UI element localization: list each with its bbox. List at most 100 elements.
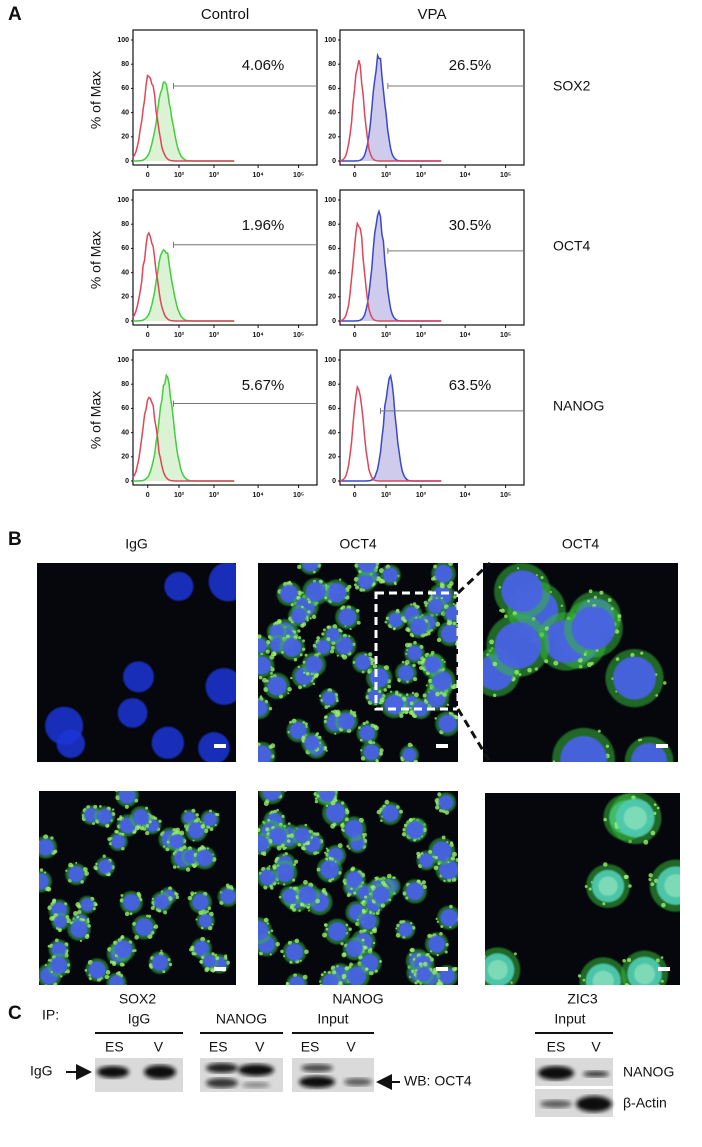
speckle <box>304 722 308 726</box>
speckle <box>160 949 163 952</box>
speckle <box>137 893 142 898</box>
speckle <box>84 871 90 876</box>
speckle <box>516 567 520 570</box>
speckle <box>268 706 273 711</box>
speckle <box>304 949 309 955</box>
nucleus <box>631 742 668 762</box>
x-tick-label: 0 <box>353 492 357 499</box>
lane-label: V <box>591 1039 601 1055</box>
speckle <box>306 905 310 910</box>
speckle <box>447 861 450 864</box>
speckle <box>346 893 351 898</box>
speckle <box>224 954 228 958</box>
speckle <box>265 827 270 832</box>
speckle <box>349 962 353 967</box>
zoom-line <box>456 561 492 595</box>
y-tick-label: 60 <box>121 85 129 92</box>
speckle <box>340 823 345 829</box>
speckle <box>344 817 349 822</box>
nucleus <box>322 973 339 985</box>
speckle <box>419 644 424 650</box>
speckle <box>260 787 263 790</box>
speckle <box>323 719 328 724</box>
nucleus <box>405 882 424 901</box>
speckle <box>253 701 255 703</box>
speckle <box>410 744 414 747</box>
speckle <box>120 894 124 897</box>
speckle <box>280 843 285 848</box>
speckle <box>353 891 357 895</box>
speckle <box>167 896 173 901</box>
speckle <box>54 938 59 943</box>
nucleus-core <box>592 970 614 985</box>
speckle <box>95 862 98 866</box>
speckle <box>312 570 316 574</box>
nucleus <box>388 612 404 628</box>
x-tick-label: 10⁴ <box>459 332 471 339</box>
speckle <box>124 804 129 809</box>
image-label: OCT4 <box>339 536 377 552</box>
speckle <box>416 851 421 856</box>
speckle <box>47 905 53 911</box>
nucleus <box>381 804 399 822</box>
nucleus <box>346 966 367 985</box>
speckle <box>365 720 369 724</box>
nucleus <box>202 812 217 827</box>
speckle <box>552 760 556 762</box>
speckle <box>289 886 292 890</box>
speckle <box>66 918 72 924</box>
speckle <box>457 919 458 921</box>
y-tick-label: 80 <box>121 381 129 388</box>
speckle <box>409 701 414 706</box>
speckle <box>437 862 440 866</box>
speckle <box>599 590 604 595</box>
speckle <box>292 878 296 882</box>
speckle <box>650 782 655 787</box>
speckle <box>175 895 180 900</box>
nucleus <box>289 976 305 985</box>
nucleus <box>440 624 458 643</box>
speckle <box>290 676 293 680</box>
speckle <box>145 824 150 828</box>
speckle <box>368 739 373 744</box>
speckle <box>259 695 263 698</box>
group-label: IgG <box>128 1011 151 1027</box>
speckle <box>289 720 292 724</box>
nucleus <box>434 564 453 583</box>
speckle <box>320 973 324 977</box>
speckle <box>425 953 430 957</box>
lane-label: V <box>346 1039 356 1055</box>
speckle <box>149 814 152 817</box>
x-tick-label: 0 <box>146 172 150 179</box>
percent-label: 30.5% <box>449 217 492 234</box>
speckle <box>326 849 330 853</box>
blot-label: β-Actin <box>623 1095 667 1111</box>
speckle <box>102 854 106 858</box>
nucleus <box>438 967 456 985</box>
speckle <box>294 859 299 864</box>
speckle <box>587 599 590 603</box>
speckle <box>439 691 443 695</box>
nucleus <box>501 570 544 612</box>
speckle <box>492 661 498 667</box>
nucleus <box>438 714 457 733</box>
speckle <box>422 884 427 890</box>
histogram-curve <box>339 221 442 322</box>
y-axis-label: % of Max <box>88 391 104 449</box>
speckle <box>190 891 195 896</box>
nucleus <box>153 894 170 910</box>
speckle <box>307 600 311 604</box>
nucleus <box>132 809 150 826</box>
histogram-curve <box>132 396 235 482</box>
speckle <box>380 819 383 823</box>
nucleus-core <box>487 959 508 980</box>
speckle <box>615 690 618 693</box>
speckle <box>624 874 629 879</box>
nucleus <box>428 935 446 953</box>
speckle <box>624 983 629 985</box>
nucleus <box>325 802 346 823</box>
speckle <box>577 657 583 663</box>
speckle <box>33 845 36 848</box>
speckle <box>341 653 345 658</box>
x-tick-label: 0 <box>353 172 357 179</box>
